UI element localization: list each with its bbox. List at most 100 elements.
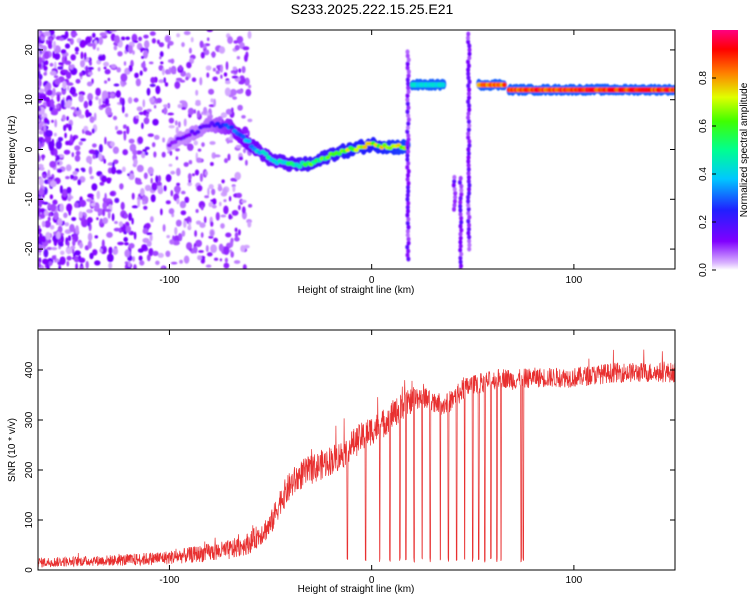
heatmap-cell [86,209,91,213]
heatmap-cell [63,149,71,155]
heatmap-cell [69,224,75,233]
heatmap-cell [51,119,54,123]
heatmap-streak-cell [466,31,471,37]
heatmap-streak-cell [406,168,411,174]
heatmap-cell [115,90,121,98]
heatmap-cell [49,225,55,230]
heatmap-streak-cell [466,198,471,204]
heatmap-cell [56,155,60,161]
heatmap-streak-cell [459,215,464,221]
colorbar-tick-label: 0.8 [698,71,709,85]
heatmap-streak-cell [406,184,410,190]
heatmap-cell [128,243,135,249]
heatmap-cell [234,237,240,242]
heatmap-cell [99,248,103,253]
heatmap-cell [49,180,57,187]
heatmap-cell [136,164,144,173]
heatmap-cell [94,260,101,266]
heatmap-cell [92,249,98,256]
heatmap-cell [159,51,164,58]
heatmap-streak-cell [406,125,410,131]
heatmap-cell [183,255,190,264]
heatmap-cell [113,45,118,51]
heatmap-streak-cell [406,180,411,186]
heatmap-cell [88,99,93,107]
y-tick-label: -10 [24,192,35,207]
heatmap-cell [178,121,181,128]
heatmap-ridge-cell [263,151,269,157]
heatmap-cell [104,136,107,145]
heatmap-streak-cell [452,174,457,180]
heatmap-streak-cell [459,251,464,257]
heatmap-cell [45,130,53,137]
heatmap-cell [219,258,223,262]
heatmap-cell [165,200,171,205]
heatmap-cell [65,164,72,172]
heatmap-cell [139,47,147,51]
heatmap-streak-cell [406,208,410,214]
heatmap-cell [78,257,86,263]
y-tick-label: 300 [24,411,35,428]
heatmap-cell [80,138,87,142]
heatmap-streak-cell [467,79,472,85]
heatmap-cell [62,80,67,90]
heatmap-cell [49,194,54,200]
heatmap-cell [79,242,84,249]
heatmap-cell [70,245,76,250]
heatmap-cell [175,219,182,227]
heatmap-cell [47,216,51,222]
heatmap-cell [108,246,113,255]
y-tick-label: 20 [24,44,35,56]
heatmap-cell [107,77,111,82]
heatmap-cell [38,106,41,112]
heatmap-cell [154,134,160,140]
heatmap-cell [198,250,204,253]
heatmap-cell [87,217,93,224]
heatmap-streak-cell [458,199,463,205]
heatmap-cell [138,36,143,42]
heatmap-segment-cell [672,87,675,93]
heatmap-cell [223,199,227,203]
heatmap-cell [132,40,139,43]
heatmap-cell [87,66,94,70]
heatmap-cell [163,77,166,84]
heatmap-streak-cell [466,67,471,73]
heatmap-cell [203,216,207,224]
heatmap-cell [112,115,118,121]
heatmap-cell [54,78,61,85]
heatmap-streak-cell [467,87,472,93]
heatmap-cell [102,208,106,217]
heatmap-cell [38,225,41,229]
heatmap-cell [72,170,78,176]
heatmap-cell [155,260,160,265]
heatmap-cell [183,30,191,36]
heatmap-cell [120,201,125,211]
colorbar-tick-label: 0.4 [698,167,709,181]
heatmap-cell [119,97,123,105]
heatmap-cell [183,219,187,228]
heatmap-cell [65,123,70,128]
heatmap-cell [214,154,221,158]
heatmap-cell [245,88,252,97]
heatmap-cell [181,190,186,195]
heatmap-streak-cell [466,226,471,232]
heatmap-cell [145,222,151,229]
heatmap-cell [60,250,65,255]
heatmap-cell [188,160,193,165]
heatmap-cell [38,56,43,64]
heatmap-cell [210,221,214,227]
heatmap-cell [67,197,72,202]
heatmap-cell [191,173,196,177]
heatmap-cell [112,146,119,154]
heatmap-cell [165,250,171,257]
heatmap-cell [170,58,175,64]
heatmap-cell [102,201,108,211]
heatmap-cell [214,257,219,261]
heatmap-streak-cell [405,192,410,198]
heatmap-cell [242,126,249,135]
heatmap-cell [66,260,70,267]
heatmap-cell [39,208,46,214]
heatmap-cell [38,261,41,268]
heatmap-streak-cell [405,164,410,170]
